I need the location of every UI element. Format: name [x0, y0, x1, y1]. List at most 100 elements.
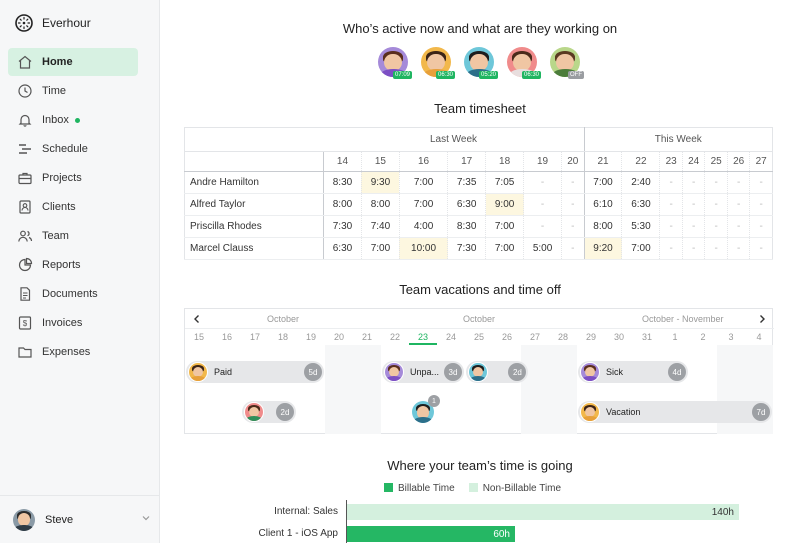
timesheet-cell[interactable]: - [523, 171, 563, 194]
timesheet-cell[interactable]: 4:00 [399, 215, 449, 238]
briefcase-icon [17, 170, 33, 186]
time-off-bar[interactable]: Sick 4d [578, 361, 688, 383]
timesheet-cell[interactable]: 5:00 [523, 237, 563, 260]
time-off-bar[interactable]: Unpa... 3d [382, 361, 464, 383]
timesheet-cell[interactable]: 8:00 [361, 193, 400, 216]
timesheet-cell[interactable]: - [704, 171, 728, 194]
timesheet-cell[interactable]: 5:30 [621, 215, 661, 238]
active-person[interactable]: 06:30 [507, 47, 541, 79]
timesheet-cell[interactable]: 7:30 [323, 215, 362, 238]
everhour-logo-icon [15, 14, 33, 32]
sidebar-item-team[interactable]: Team [8, 222, 138, 250]
user-menu[interactable]: Steve [0, 495, 159, 543]
timesheet-cell[interactable]: - [727, 237, 751, 260]
bar-billable[interactable]: 60h [347, 526, 515, 542]
timesheet-cell[interactable]: 7:00 [361, 237, 400, 260]
next-arrow-icon[interactable] [756, 313, 768, 325]
timesheet-cell[interactable]: 7:00 [399, 193, 449, 216]
timesheet-cell[interactable]: - [749, 193, 773, 216]
time-off-person[interactable]: 1 [412, 395, 440, 423]
active-person[interactable]: OFF [550, 47, 584, 79]
timesheet-cell[interactable]: 6:30 [447, 193, 487, 216]
timesheet-cell[interactable]: - [727, 193, 751, 216]
timesheet-cell[interactable]: - [749, 171, 773, 194]
timesheet-cell[interactable]: - [523, 193, 563, 216]
previous-arrow-icon[interactable] [191, 313, 203, 325]
timesheet-cell[interactable]: 7:00 [583, 171, 623, 194]
bar-non-billable[interactable]: 140h [347, 504, 739, 520]
sidebar-item-time[interactable]: Time [8, 77, 138, 105]
document-icon [17, 286, 33, 302]
timesheet-cell[interactable]: 6:30 [621, 193, 661, 216]
sidebar-item-clients[interactable]: Clients [8, 193, 138, 221]
clock-icon [17, 83, 33, 99]
timesheet-cell[interactable]: 9:00 [485, 193, 525, 216]
timesheet-cell[interactable]: - [659, 237, 683, 260]
timesheet-cell[interactable]: 7:00 [485, 237, 525, 260]
timesheet-cell[interactable]: 9:20 [583, 237, 623, 260]
time-going-title: Where your team’s time is going [387, 458, 573, 473]
timesheet-cell[interactable]: - [659, 171, 683, 194]
timesheet-cell[interactable]: 7:30 [447, 237, 487, 260]
timesheet-cell[interactable]: - [561, 215, 585, 238]
timesheet-cell[interactable]: - [704, 237, 728, 260]
sidebar-item-expenses[interactable]: Expenses [8, 338, 138, 366]
active-person[interactable]: 06:30 [421, 47, 455, 79]
sidebar-item-reports[interactable]: Reports [8, 251, 138, 279]
day-header: 17 [447, 151, 487, 172]
timesheet-cell[interactable]: - [682, 171, 706, 194]
timesheet-cell[interactable]: - [727, 171, 751, 194]
time-off-bar[interactable]: Vacation 7d [578, 401, 772, 423]
member-name: Alfred Taylor [184, 193, 324, 216]
timesheet-cell[interactable]: 6:10 [583, 193, 623, 216]
timesheet-cell[interactable]: 9:30 [361, 171, 400, 194]
timesheet-cell[interactable]: 8:30 [323, 171, 362, 194]
timesheet-cell[interactable]: - [682, 237, 706, 260]
timesheet-cell[interactable]: 8:00 [583, 215, 623, 238]
timesheet-cell[interactable]: - [727, 215, 751, 238]
timesheet-cell[interactable]: - [561, 171, 585, 194]
sidebar-item-invoices[interactable]: $ Invoices [8, 309, 138, 337]
timesheet-cell[interactable]: 6:30 [323, 237, 362, 260]
sidebar-item-label: Team [42, 230, 69, 242]
timesheet-cell[interactable]: - [523, 215, 563, 238]
sidebar-item-documents[interactable]: Documents [8, 280, 138, 308]
month-label: October - November [642, 314, 724, 324]
vacation-day: 29 [585, 332, 596, 342]
timesheet-cell[interactable]: - [704, 215, 728, 238]
time-off-bar[interactable]: Paid 5d [186, 361, 324, 383]
brand[interactable]: Everhour [15, 14, 91, 32]
sidebar-item-home[interactable]: Home [8, 48, 138, 76]
timesheet-cell[interactable]: 7:05 [485, 171, 525, 194]
timesheet-cell[interactable]: 8:30 [447, 215, 487, 238]
vacation-days: 15 16 17 18 19 20 21 22 23 24 25 26 27 28 29 30 31 1 2 3 4 [185, 329, 774, 345]
timesheet-cell[interactable]: 8:00 [323, 193, 362, 216]
active-person[interactable]: 07:09 [378, 47, 412, 79]
timesheet-cell[interactable]: - [749, 237, 773, 260]
time-off-bar[interactable]: 2d [466, 361, 529, 383]
timesheet-cell[interactable]: 7:00 [399, 171, 449, 194]
timesheet-cell[interactable]: 2:40 [621, 171, 661, 194]
timesheet-cell[interactable]: 7:00 [621, 237, 661, 260]
sidebar-item-inbox[interactable]: Inbox [8, 106, 138, 134]
day-header: 26 [727, 151, 751, 172]
timesheet-cell[interactable]: - [682, 215, 706, 238]
timesheet-cell[interactable]: - [561, 193, 585, 216]
time-off-avatar [468, 362, 488, 382]
timesheet-cell[interactable]: - [561, 237, 585, 260]
vacations-header: October October October - November [185, 309, 774, 329]
active-people: 07:09 06:30 05:20 06:30 OFF [378, 47, 584, 79]
time-off-bar[interactable]: 2d [242, 401, 296, 423]
active-person[interactable]: 05:20 [464, 47, 498, 79]
sidebar-item-projects[interactable]: Projects [8, 164, 138, 192]
timesheet-cell[interactable]: 10:00 [399, 237, 449, 260]
timesheet-cell[interactable]: - [659, 193, 683, 216]
timesheet-cell[interactable]: - [749, 215, 773, 238]
sidebar-item-schedule[interactable]: Schedule [8, 135, 138, 163]
timesheet-cell[interactable]: 7:35 [447, 171, 487, 194]
timesheet-cell[interactable]: 7:00 [485, 215, 525, 238]
timesheet-cell[interactable]: - [704, 193, 728, 216]
timesheet-cell[interactable]: - [682, 193, 706, 216]
timesheet-cell[interactable]: 7:40 [361, 215, 400, 238]
timesheet-cell[interactable]: - [659, 215, 683, 238]
